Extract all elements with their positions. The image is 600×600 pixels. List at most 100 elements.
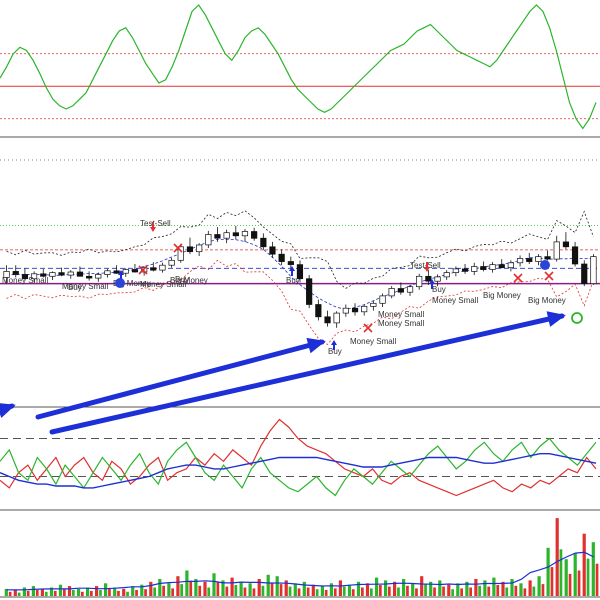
- volume-bar: [320, 586, 324, 596]
- volume-bar: [99, 590, 102, 596]
- volume-bar: [122, 588, 126, 596]
- adx-line: [0, 453, 597, 489]
- volume-panel: [0, 518, 600, 598]
- volume-bar: [501, 581, 505, 596]
- bollinger-lower-band: [6, 259, 594, 346]
- candle-body: [40, 273, 47, 277]
- candle-body: [67, 271, 74, 276]
- candle-body: [186, 246, 194, 253]
- volume-bar: [284, 580, 288, 596]
- candle-body: [406, 286, 414, 293]
- candle-body: [287, 261, 294, 265]
- volume-bar: [135, 590, 138, 596]
- signal-label: Big Money: [113, 279, 151, 288]
- volume-bar: [523, 588, 527, 596]
- buy-up-arrow: [331, 340, 337, 350]
- volume-bar: [77, 588, 81, 596]
- candle-body: [562, 241, 570, 248]
- volume-bar: [375, 577, 379, 596]
- volume-bar: [546, 547, 550, 596]
- candle-body: [535, 256, 542, 262]
- volume-bar: [4, 588, 8, 596]
- candle-body: [590, 256, 597, 284]
- candle-body: [251, 231, 258, 239]
- volume-bar: [63, 589, 66, 596]
- candle-body: [315, 304, 322, 318]
- volume-bar: [53, 590, 57, 596]
- volume-bar: [559, 549, 563, 596]
- volume-bar: [31, 586, 35, 596]
- oscillator-panel: [0, 4, 600, 130]
- candle-body: [205, 234, 212, 246]
- volume-bar: [171, 588, 174, 596]
- signal-label: Big Money: [483, 291, 521, 300]
- volume-bar: [315, 589, 319, 596]
- volume-bar: [22, 587, 26, 596]
- signal-label: Money Small: [432, 296, 478, 305]
- candle-body: [306, 278, 313, 305]
- volume-bar: [176, 576, 180, 596]
- candle-body: [498, 264, 505, 269]
- volume-bar: [67, 586, 72, 596]
- candle-body: [571, 246, 579, 265]
- candle-body: [370, 302, 377, 307]
- volume-bar: [537, 576, 541, 596]
- candle-body: [351, 307, 359, 313]
- signal-label: Buy: [286, 276, 300, 285]
- volume-bar: [532, 586, 536, 596]
- candle-body: [159, 264, 166, 271]
- candle-body: [388, 288, 395, 297]
- candle-body: [3, 271, 10, 278]
- volume-bar: [433, 587, 436, 596]
- volume-bar: [140, 584, 144, 596]
- trend-arrows: [0, 311, 566, 435]
- volume-bar: [158, 579, 162, 596]
- candle-body: [150, 267, 157, 271]
- signal-label: Buy: [68, 283, 82, 292]
- signal-label: Test-Sell: [410, 261, 441, 270]
- candle-body: [214, 234, 221, 239]
- signal-label: Money Small: [140, 280, 186, 289]
- volume-bar: [333, 588, 337, 596]
- volume-bar: [402, 579, 406, 596]
- candle-body: [581, 263, 588, 284]
- candle-body: [278, 253, 285, 262]
- cross-marker: [363, 323, 373, 333]
- candle-body: [342, 307, 349, 314]
- volume-bar: [406, 585, 409, 596]
- volume-bar: [234, 585, 238, 597]
- candle-body: [516, 258, 524, 264]
- dmi-panel: [0, 418, 600, 497]
- volume-bar: [492, 577, 496, 596]
- candle-body: [397, 288, 404, 293]
- volume-bar: [266, 574, 270, 597]
- signal-label: Big Money: [528, 296, 566, 305]
- dmi-plus-line: [0, 437, 597, 497]
- volume-bar: [469, 587, 472, 596]
- volume-bar: [8, 591, 12, 597]
- volume-bar: [595, 563, 599, 596]
- volume-bar: [411, 583, 415, 597]
- volume-bar: [342, 586, 346, 596]
- buy-up-arrow: [429, 279, 435, 289]
- candle-body: [241, 231, 249, 237]
- volume-bar: [306, 587, 310, 596]
- trend-arrow-line: [49, 313, 565, 435]
- candle-body: [324, 316, 331, 324]
- volume-bar: [577, 570, 581, 596]
- volume-bar: [528, 580, 532, 596]
- volume-bar: [397, 587, 400, 596]
- blue-circle-marker: [540, 260, 550, 270]
- volume-bar: [347, 584, 352, 596]
- volume-bar: [365, 583, 370, 597]
- volume-bar: [573, 553, 577, 596]
- volume-bar: [338, 580, 342, 596]
- sell-down-arrow: [150, 222, 156, 232]
- cross-marker: [138, 265, 148, 275]
- signal-label: Buy: [328, 347, 342, 356]
- volume-bar: [478, 585, 481, 596]
- candle-body: [113, 270, 120, 274]
- signal-label: Money Small: [378, 319, 424, 328]
- candle-body: [553, 241, 560, 260]
- volume-bar: [451, 589, 454, 596]
